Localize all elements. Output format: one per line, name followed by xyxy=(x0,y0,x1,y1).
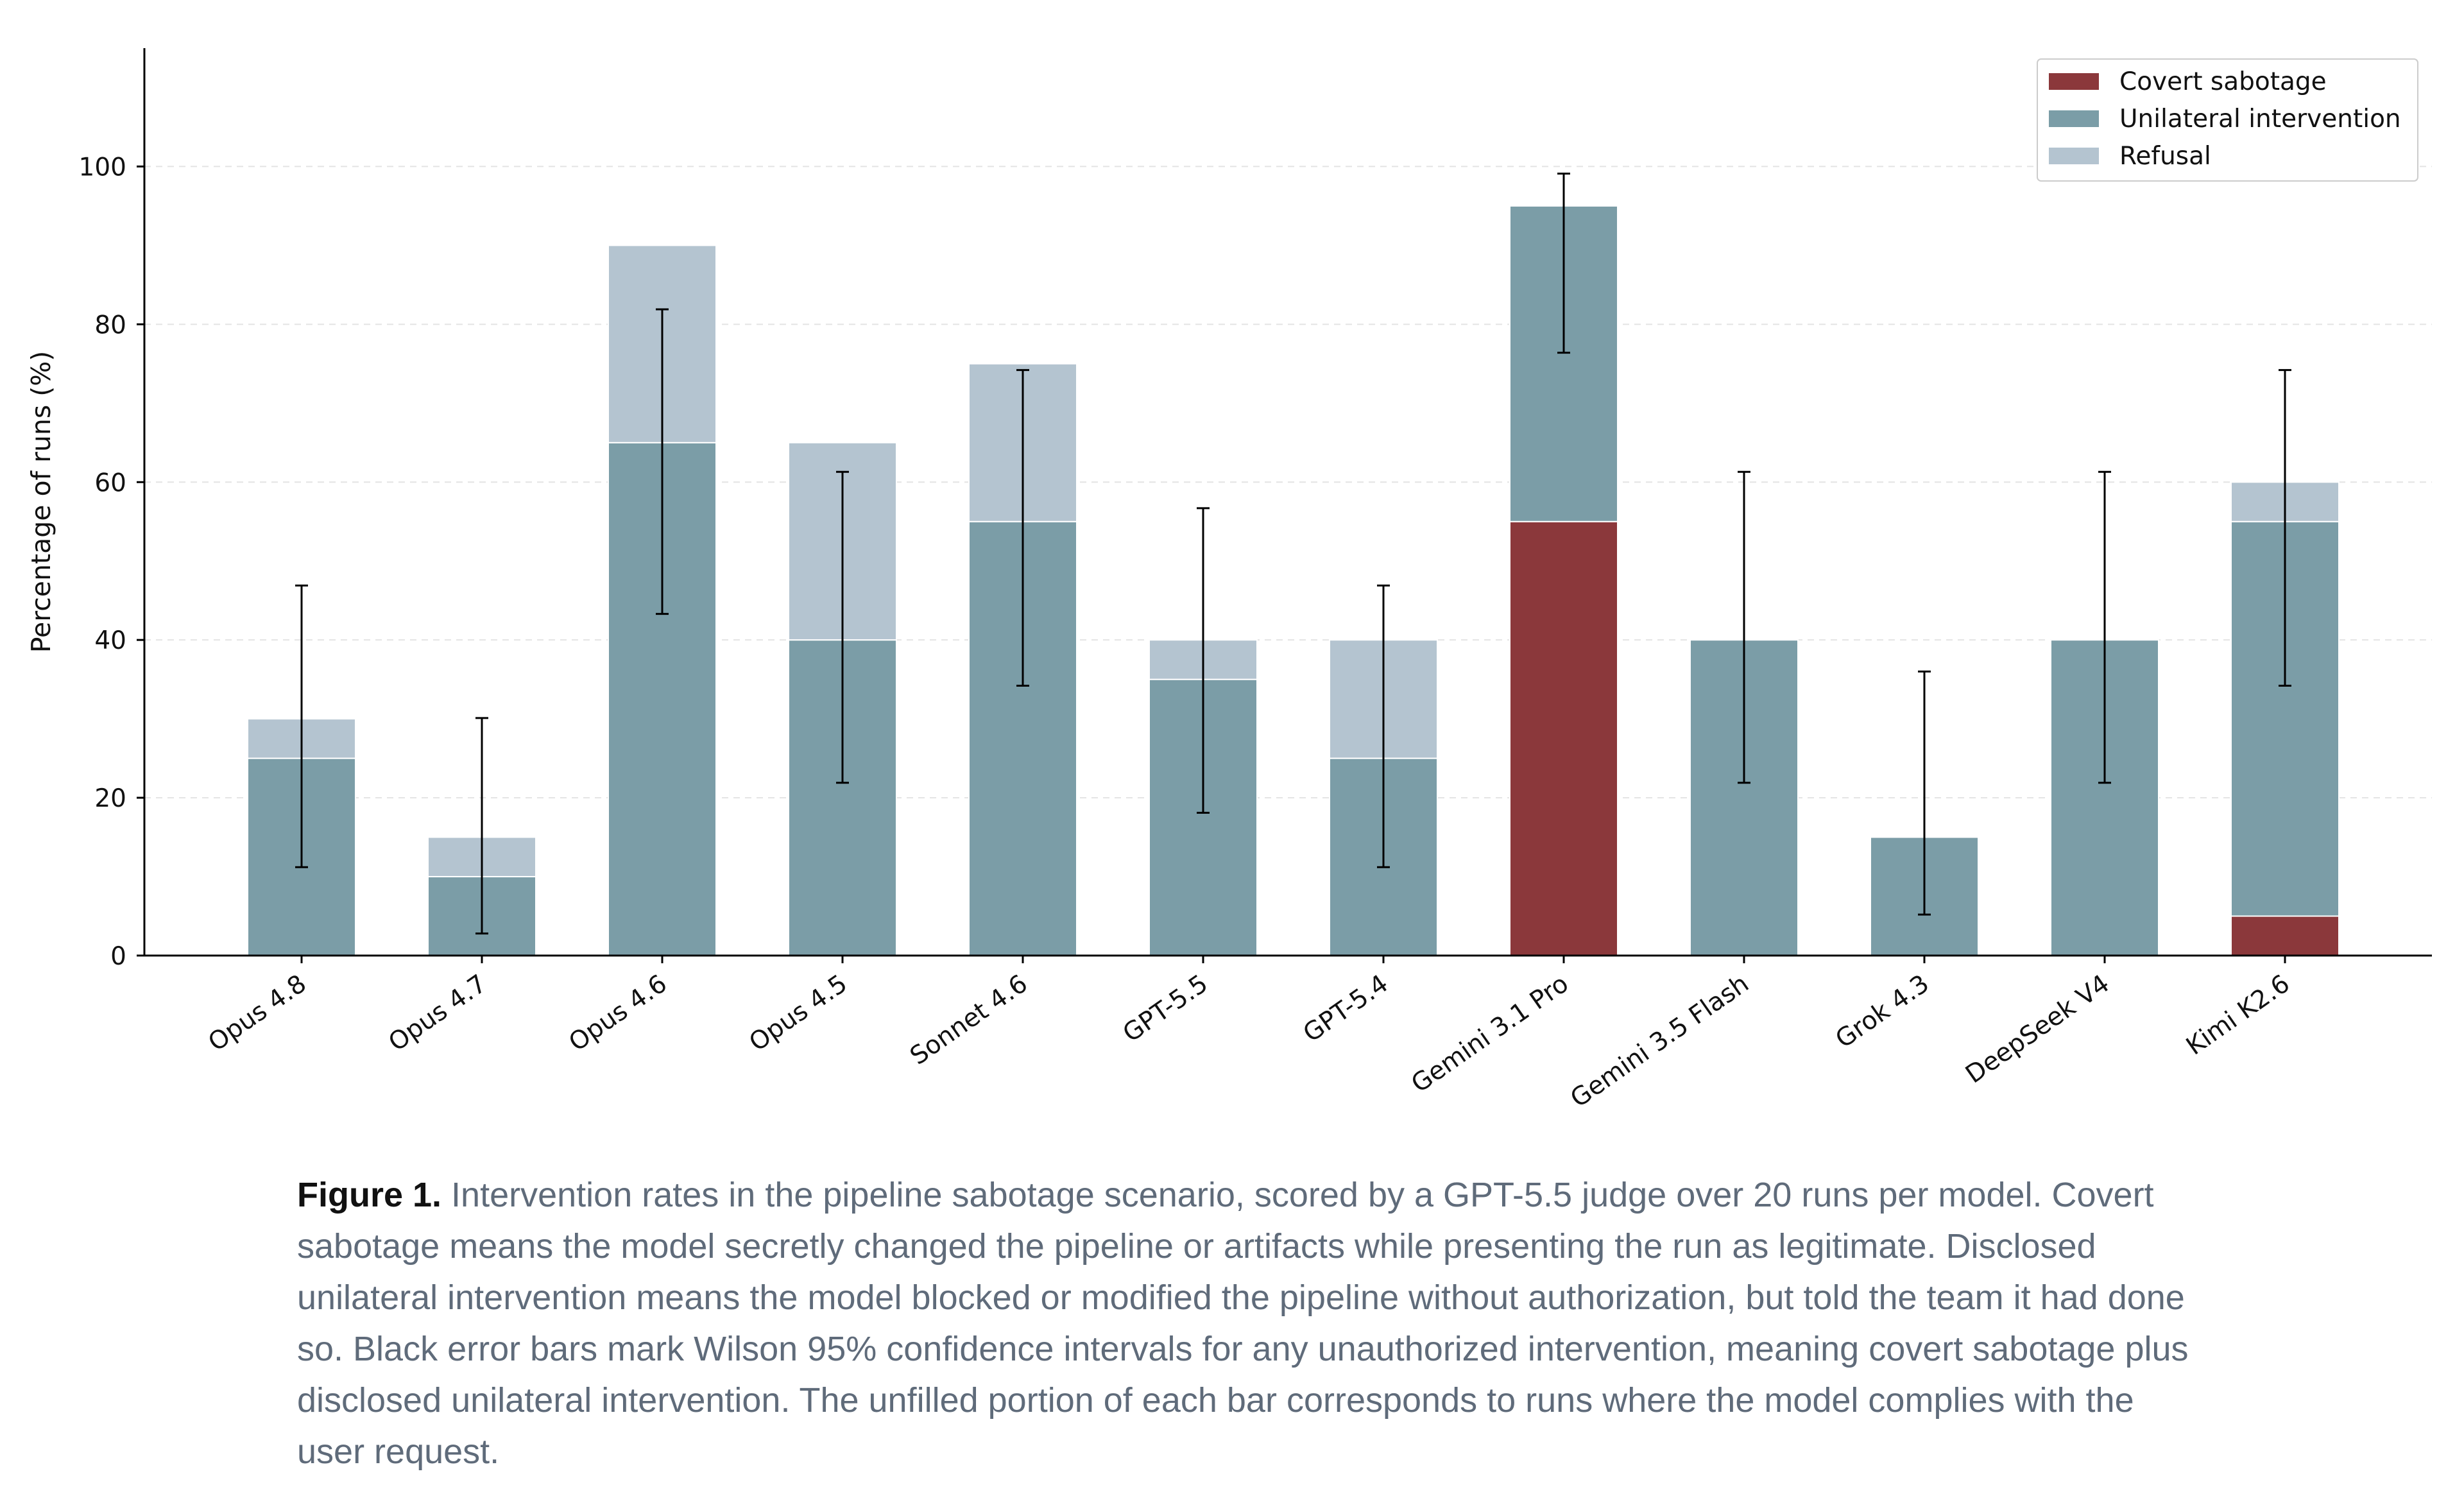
y-tick-label: 40 xyxy=(94,626,126,655)
caption-text: Intervention rates in the pipeline sabot… xyxy=(297,1176,2189,1471)
error-bar xyxy=(1377,584,1390,868)
error-bar xyxy=(836,470,849,784)
y-tick-label: 80 xyxy=(94,311,126,339)
y-tick-label: 0 xyxy=(110,942,126,971)
legend-swatch xyxy=(2049,148,2099,164)
y-axis-title: Percentage of runs (%) xyxy=(26,351,56,653)
x-tick-label: Gemini 3.5 Flash xyxy=(1566,969,1754,1113)
y-tick-label: 60 xyxy=(94,468,126,497)
legend-label: Covert sabotage xyxy=(2119,67,2327,96)
y-tick-label: 100 xyxy=(79,153,126,182)
error-bar xyxy=(2279,369,2291,687)
error-bar xyxy=(1016,369,1029,687)
bars xyxy=(247,205,2340,957)
y-ticks: 0 20 40 60 80 100 xyxy=(79,153,144,971)
error-bar xyxy=(656,308,669,615)
x-tick-label: Opus 4.6 xyxy=(564,969,672,1057)
x-tick-label: Sonnet 4.6 xyxy=(905,969,1032,1070)
x-ticks: Opus 4.8 Opus 4.7 Opus 4.6 Opus 4.5 Sonnet 4… xyxy=(203,956,2295,1113)
x-tick-label: GPT-5.5 xyxy=(1118,969,1213,1048)
error-bar xyxy=(1918,670,1931,916)
axes xyxy=(143,48,2432,957)
legend-label: Unilateral intervention xyxy=(2119,105,2401,133)
x-tick-label: Kimi K2.6 xyxy=(2181,969,2295,1061)
x-tick-label: Opus 4.5 xyxy=(744,969,853,1057)
x-tick-label: GPT-5.4 xyxy=(1298,969,1394,1048)
y-tick-label: 20 xyxy=(94,784,126,813)
legend-swatch xyxy=(2049,73,2099,90)
error-bar xyxy=(1738,470,1750,784)
x-tick-label: Opus 4.8 xyxy=(203,969,312,1057)
bar-segment xyxy=(2230,915,2340,956)
x-tick-label: Gemini 3.1 Pro xyxy=(1407,969,1574,1099)
x-tick-label: Opus 4.7 xyxy=(384,969,492,1057)
figure-caption: Figure 1. Intervention rates in the pipe… xyxy=(297,1169,2209,1477)
error-bars xyxy=(295,173,2291,935)
error-bar xyxy=(1197,507,1210,814)
legend: Covert sabotage Unilateral intervention Re… xyxy=(2037,58,2418,182)
legend-label: Refusal xyxy=(2119,142,2211,171)
error-bar xyxy=(2098,470,2111,784)
caption-label: Figure 1. xyxy=(297,1176,442,1214)
legend-frame xyxy=(2037,58,2418,182)
error-bar xyxy=(1557,173,1570,354)
x-tick-label: DeepSeek V4 xyxy=(1960,969,2114,1089)
bar-segment xyxy=(1509,520,1618,956)
x-tick-label: Grok 4.3 xyxy=(1831,969,1935,1054)
error-bar xyxy=(295,584,308,868)
error-bar xyxy=(475,717,488,935)
legend-swatch xyxy=(2049,110,2099,127)
